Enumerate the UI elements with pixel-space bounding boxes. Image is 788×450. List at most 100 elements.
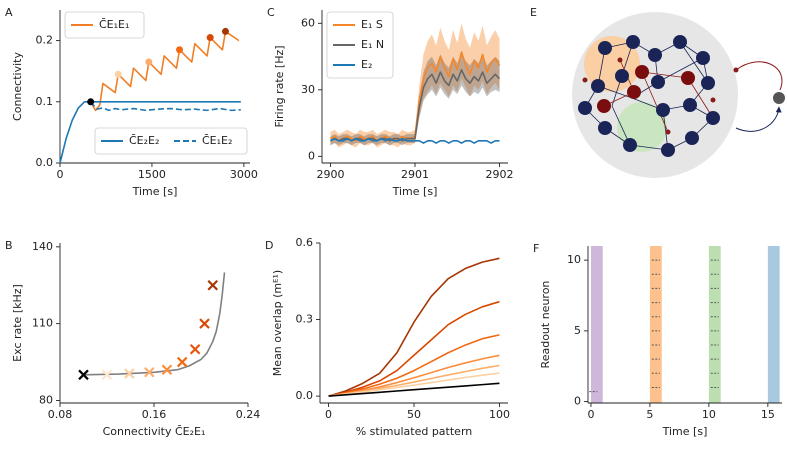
cross-marker [207, 279, 219, 291]
x-tick-label: 15 [761, 408, 775, 421]
x-tick-label: 0.08 [48, 408, 73, 421]
legend-box [64, 11, 145, 39]
series-line [328, 372, 500, 397]
panel-label: A [5, 6, 13, 19]
legend-label: C̄E₁E₂ [202, 134, 232, 147]
x-tick-label: 3000 [230, 168, 258, 181]
x-tick-label: 10 [702, 408, 716, 421]
point [206, 34, 214, 42]
panel-label: B [5, 239, 13, 252]
x-tick-label: 0.24 [236, 408, 261, 421]
y-tick-label: 0.6 [296, 236, 314, 249]
stimulus-span [767, 246, 780, 403]
y-axis-label: Firing rate [Hz] [273, 45, 286, 127]
legend-box [94, 127, 248, 155]
series-line [328, 382, 500, 397]
y-tick-label: 0.2 [36, 34, 54, 47]
point [221, 27, 229, 35]
x-tick-label: 2902 [486, 168, 514, 181]
point [114, 70, 122, 78]
legend-label: C̄E₁E₁ [99, 18, 129, 31]
cross-stroke [144, 367, 155, 378]
y-tick-label: 0.3 [296, 313, 314, 326]
readout-inhibitory-link [735, 61, 783, 91]
inhibitory-nodes [597, 65, 695, 113]
y-tick-label: 0.0 [296, 389, 314, 402]
network-diagram [572, 12, 785, 178]
cross-marker [199, 318, 210, 329]
series-line [330, 69, 501, 142]
y-tick-label: 0 [308, 149, 315, 162]
y-tick-label: 5 [574, 324, 581, 337]
x-tick-label: 0 [325, 408, 332, 421]
x-tick-label: 1500 [138, 168, 166, 181]
x-axis-label: Time [s] [392, 185, 438, 198]
cross-marker [101, 369, 113, 381]
readout-node [773, 92, 785, 104]
error-band [330, 52, 500, 146]
panel-label: F [533, 242, 539, 255]
legend-label: E₁ S [361, 18, 383, 31]
cross-marker [176, 356, 188, 368]
x-tick-label: 0.16 [142, 408, 167, 421]
series-line [90, 101, 241, 112]
y-tick-label: 30 [301, 83, 315, 96]
series-line [89, 30, 240, 112]
legend-label: E₂ [361, 58, 372, 71]
y-axis-label: Exc rate [kHz] [11, 284, 24, 362]
cross-marker [161, 364, 173, 375]
cross-marker [144, 367, 155, 378]
panel-label: E [530, 6, 537, 19]
series-line [328, 334, 500, 397]
cross-stroke [176, 356, 188, 368]
series-line [328, 257, 500, 397]
point [87, 98, 95, 106]
point [145, 58, 153, 66]
y-tick-label: 0 [574, 395, 581, 408]
panel-label: D [265, 239, 273, 252]
error-band [330, 23, 500, 148]
x-axis-label: Connectivity C̄E₂E₁ [103, 425, 206, 438]
cross-stroke [161, 364, 173, 375]
stimulus-span [649, 246, 662, 403]
y-tick-label: 10 [567, 253, 581, 266]
cross-stroke [189, 343, 201, 355]
cross-stroke [78, 369, 89, 381]
y-tick-label: 0.0 [36, 156, 54, 169]
excitatory-nodes [578, 35, 720, 157]
x-tick-label: 5 [646, 408, 653, 421]
y-tick-label: 140 [32, 240, 53, 253]
network-area [572, 12, 738, 178]
readout-excitatory-link [735, 106, 782, 132]
x-axis-label: Time [s] [132, 185, 178, 198]
y-tick-label: 0.1 [36, 95, 54, 108]
x-tick-label: 50 [407, 408, 421, 421]
x-tick-label: 0 [587, 408, 594, 421]
stimulus-span [590, 246, 603, 403]
cross-marker [78, 369, 89, 381]
y-tick-label: 110 [32, 317, 53, 330]
cross-stroke [199, 318, 210, 329]
x-tick-label: 2900 [316, 168, 344, 181]
y-tick-label: 80 [39, 393, 53, 406]
x-tick-label: 0 [57, 168, 64, 181]
y-tick-label: 60 [301, 16, 315, 29]
y-axis-label: Connectivity [11, 52, 24, 121]
series-line [328, 300, 500, 397]
y-axis-label: Mean overlap (mᴱ¹) [271, 270, 284, 376]
legend-label: E₁ N [361, 38, 384, 51]
cross-stroke [124, 368, 135, 379]
x-axis-label: % stimulated pattern [356, 425, 473, 438]
x-axis-label: Time [s] [662, 425, 708, 438]
y-axis-label: Readout neuron [539, 281, 552, 369]
readout-synapse [733, 67, 739, 73]
x-tick-label: 100 [489, 408, 510, 421]
legend-box [326, 11, 394, 79]
series-line [330, 137, 500, 144]
small-synapses [582, 57, 716, 135]
panel-label: C [267, 6, 275, 19]
point [176, 46, 184, 54]
legend-label: C̄E₂E₂ [129, 134, 159, 147]
